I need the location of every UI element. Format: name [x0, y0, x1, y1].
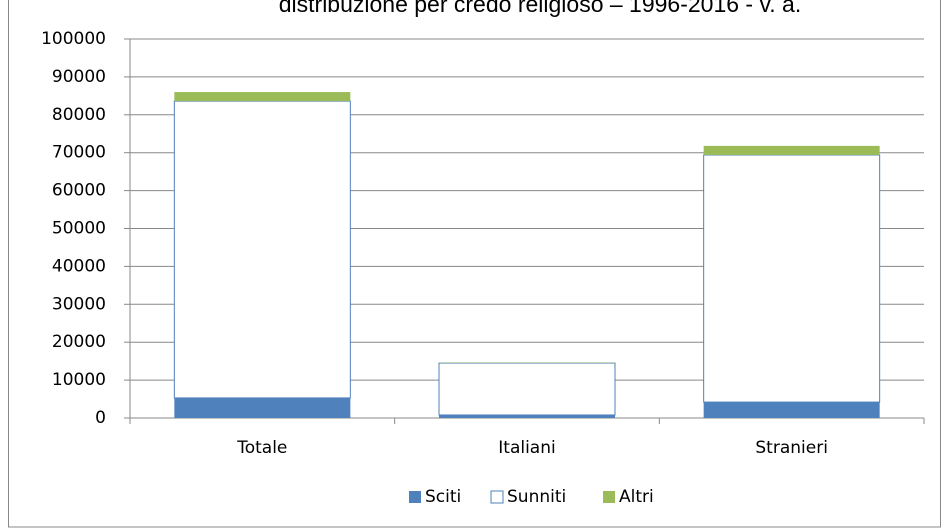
- y-tick-label: 70000: [52, 143, 106, 163]
- legend-swatch: [490, 490, 504, 504]
- y-tick-label: 60000: [52, 181, 106, 201]
- x-tick-label: Totale: [236, 438, 287, 458]
- y-tick-label: 30000: [52, 294, 106, 314]
- bar-segment: [703, 145, 880, 155]
- bar-segment: [439, 414, 615, 418]
- bar-segment: [438, 362, 616, 416]
- y-tick-label: 40000: [52, 256, 106, 276]
- y-tick-label: 50000: [52, 219, 106, 239]
- x-tick-label: Stranieri: [755, 438, 828, 458]
- y-tick-label: 100000: [41, 29, 106, 49]
- y-tick-label: 10000: [52, 370, 106, 390]
- y-tick-label: 0: [95, 408, 106, 428]
- bar-segment: [703, 402, 880, 418]
- bar-segment: [174, 397, 351, 418]
- bar-segment: [173, 100, 351, 399]
- legend-label: Sunniti: [507, 487, 566, 507]
- legend-label: Altri: [619, 487, 654, 507]
- bar-segment: [703, 154, 881, 403]
- y-tick-label: 80000: [52, 105, 106, 125]
- legend-swatch: [409, 491, 421, 503]
- bar-segment: [174, 92, 351, 102]
- legend-swatch: [603, 491, 615, 503]
- x-tick-label: Italiani: [498, 438, 555, 458]
- chart-title: distribuzione per credo religioso – 1996…: [279, 0, 802, 17]
- y-tick-label: 20000: [52, 332, 106, 352]
- y-tick-label: 90000: [52, 67, 106, 87]
- legend-label: Sciti: [425, 487, 461, 507]
